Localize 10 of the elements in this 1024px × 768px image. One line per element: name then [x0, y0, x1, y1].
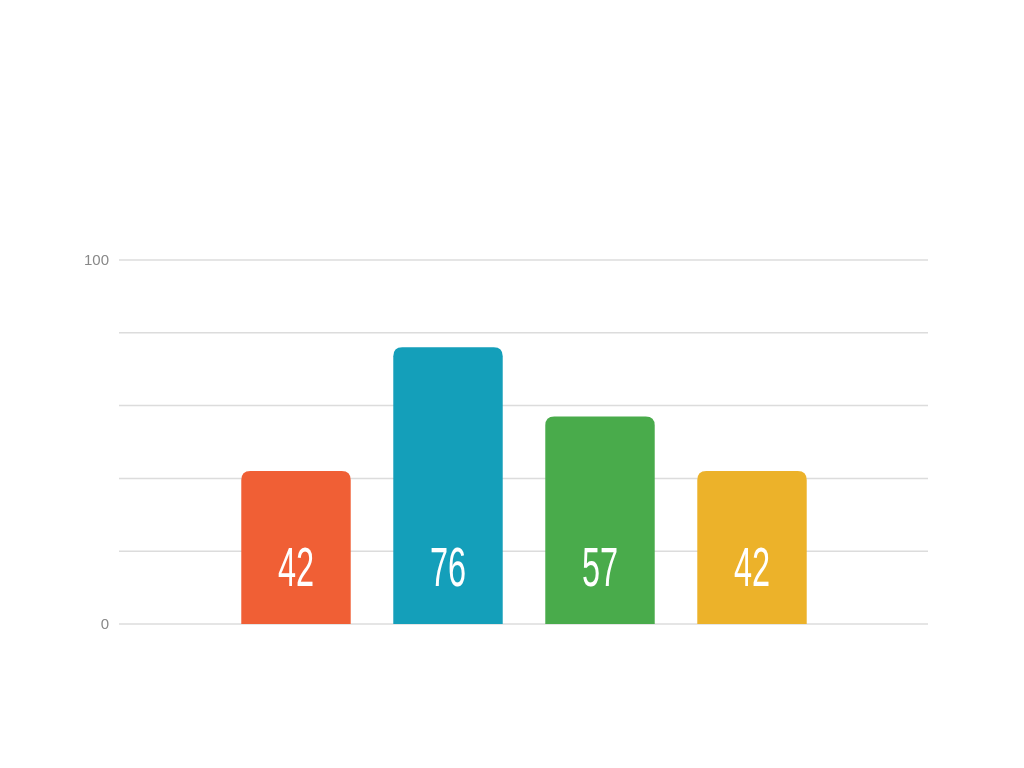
data-label: 57 — [581, 535, 619, 599]
y-tick-label: 0 — [100, 615, 109, 633]
y-tick-label: 100 — [83, 251, 109, 269]
data-label: 42 — [277, 535, 315, 599]
bar — [545, 416, 655, 624]
data-label: 76 — [429, 535, 467, 599]
bar — [697, 471, 807, 624]
bar — [241, 471, 351, 624]
data-label: 42 — [733, 535, 771, 599]
bar — [393, 347, 503, 624]
